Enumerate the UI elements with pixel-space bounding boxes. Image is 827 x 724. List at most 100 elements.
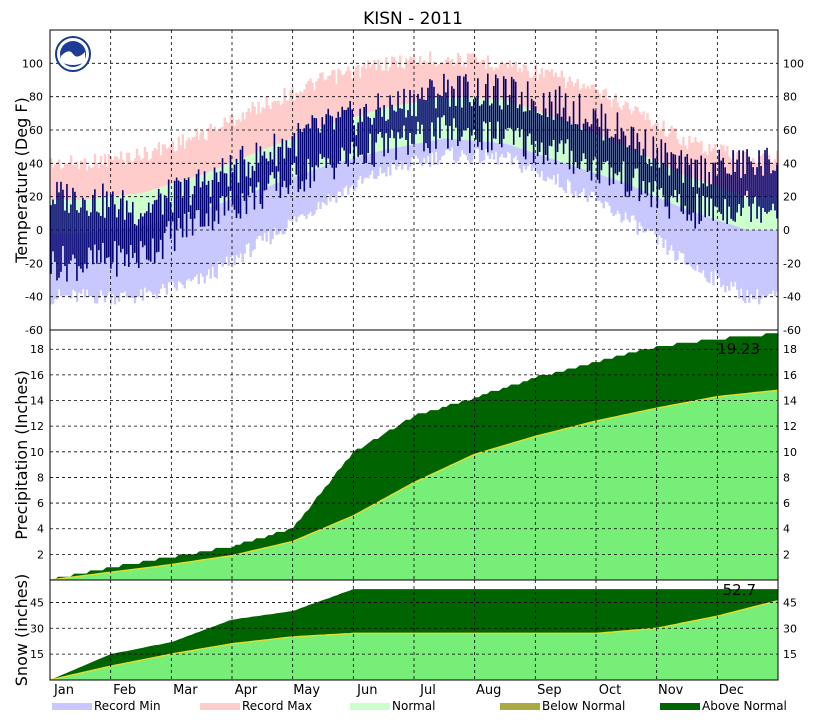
record-max-bar xyxy=(608,100,611,140)
record-max-bar xyxy=(612,98,615,142)
record-max-bar xyxy=(195,128,198,177)
record-max-bar xyxy=(247,108,250,156)
record-max-bar xyxy=(143,146,147,193)
record-max-bar xyxy=(189,140,193,179)
record-max-bar xyxy=(271,102,274,147)
observed-temp-bar xyxy=(660,139,663,189)
temp-tick-label-left: 40 xyxy=(29,157,43,170)
record-max-bar xyxy=(440,62,444,98)
normal-range-bar xyxy=(436,97,440,140)
observed-temp-bar xyxy=(528,110,531,134)
record-max-bar xyxy=(237,119,240,160)
observed-temp-bar xyxy=(197,169,200,211)
normal-range-bar xyxy=(728,190,731,224)
observed-temp-bar xyxy=(421,87,423,125)
observed-temp-bar xyxy=(734,171,736,222)
record-min-bar xyxy=(500,143,504,154)
record-min-bar xyxy=(776,230,779,292)
temp-tick-label-left: 60 xyxy=(29,124,43,137)
observed-temp-bar xyxy=(486,73,489,153)
record-min-bar xyxy=(121,228,125,293)
observed-temp-bar xyxy=(125,200,128,255)
record-min-bar xyxy=(630,185,633,216)
record-min-bar xyxy=(83,232,87,298)
record-min-bar xyxy=(125,228,129,298)
observed-temp-bar xyxy=(602,140,605,162)
observed-temp-bar xyxy=(279,147,282,198)
record-min-bar xyxy=(564,163,567,194)
record-max-bar xyxy=(518,68,522,106)
record-max-bar xyxy=(524,65,528,108)
observed-temp-bar xyxy=(512,79,515,145)
legend-label-above-normal: Above Normal xyxy=(702,699,787,713)
observed-temp-bar xyxy=(540,115,543,143)
record-max-bar xyxy=(61,167,65,200)
record-min-bar xyxy=(279,181,282,231)
observed-temp-bar xyxy=(774,170,776,211)
observed-temp-bar xyxy=(490,103,493,151)
record-min-bar xyxy=(339,161,342,193)
record-min-bar xyxy=(654,196,657,235)
observed-temp-bar xyxy=(742,150,744,208)
record-max-bar xyxy=(636,107,639,153)
record-min-bar xyxy=(574,166,577,192)
record-max-bar xyxy=(285,100,288,141)
observed-temp-bar xyxy=(654,158,657,182)
snow-axis-label: Snow (inches) xyxy=(12,574,31,686)
record-max-bar xyxy=(55,162,59,200)
normal-range-bar xyxy=(754,196,757,230)
snow-tick-label-left: 45 xyxy=(30,596,44,609)
record-max-bar xyxy=(393,57,396,107)
temp-tick-label-left: 0 xyxy=(36,224,43,237)
normal-range-bar xyxy=(171,183,175,218)
observed-temp-bar xyxy=(670,152,673,196)
record-min-bar xyxy=(764,230,767,298)
record-max-bar xyxy=(293,100,296,138)
record-min-bar xyxy=(267,186,270,232)
record-max-bar xyxy=(203,138,206,174)
observed-temp-bar xyxy=(299,128,302,190)
record-min-bar xyxy=(682,208,685,254)
record-min-bar xyxy=(249,192,252,258)
observed-temp-bar xyxy=(674,154,677,191)
observed-temp-bar xyxy=(281,138,284,188)
observed-temp-bar xyxy=(467,81,469,129)
observed-temp-bar xyxy=(636,133,639,169)
observed-temp-bar xyxy=(576,124,579,169)
normal-range-bar xyxy=(245,156,248,195)
observed-temp-bar xyxy=(203,171,206,227)
observed-temp-bar xyxy=(564,93,567,144)
observed-temp-bar xyxy=(690,158,693,221)
record-min-bar xyxy=(726,223,729,286)
precip-tick-label-right: 10 xyxy=(783,446,797,459)
observed-temp-bar xyxy=(70,204,72,261)
record-min-bar xyxy=(488,142,492,160)
record-min-bar xyxy=(612,179,615,217)
record-min-bar xyxy=(413,144,416,156)
record-max-bar xyxy=(281,103,284,143)
normal-range-bar xyxy=(189,178,193,214)
record-min-bar xyxy=(211,206,214,267)
legend-swatch-normal xyxy=(350,703,390,710)
record-max-bar xyxy=(568,76,571,124)
record-max-bar xyxy=(361,66,364,115)
observed-temp-bar xyxy=(349,101,351,154)
record-max-bar xyxy=(434,66,438,99)
record-max-bar xyxy=(552,76,556,118)
record-min-bar xyxy=(498,142,502,157)
record-max-bar xyxy=(516,71,520,105)
record-max-bar xyxy=(127,152,131,195)
observed-temp-bar xyxy=(373,117,375,167)
record-min-bar xyxy=(628,184,631,223)
record-min-bar xyxy=(572,165,575,198)
record-max-bar xyxy=(339,70,342,122)
record-min-bar xyxy=(177,216,181,282)
record-min-bar xyxy=(307,171,310,215)
record-min-bar xyxy=(592,172,595,193)
record-min-bar xyxy=(714,219,717,271)
record-min-bar xyxy=(448,138,452,152)
record-max-bar xyxy=(420,64,424,101)
record-min-bar xyxy=(379,150,382,168)
normal-range-bar xyxy=(133,194,137,228)
precip-tick-label-right: 4 xyxy=(783,523,790,536)
